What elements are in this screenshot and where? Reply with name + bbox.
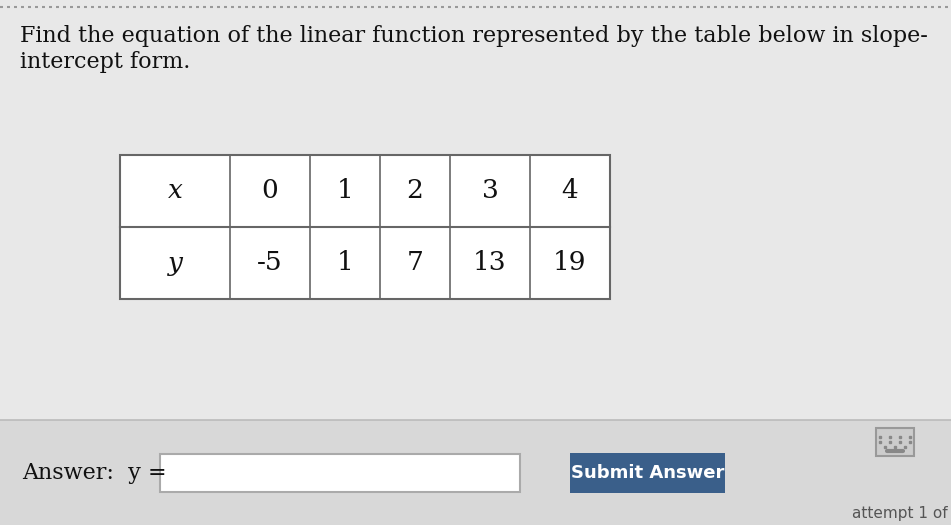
Bar bbox=[570, 453, 725, 492]
Bar bbox=[0, 420, 951, 525]
Text: 13: 13 bbox=[474, 250, 507, 276]
Text: 4: 4 bbox=[562, 178, 578, 204]
Text: Answer:  y =: Answer: y = bbox=[22, 461, 166, 484]
Text: 7: 7 bbox=[407, 250, 423, 276]
Text: intercept form.: intercept form. bbox=[20, 51, 190, 73]
Text: Submit Answer: Submit Answer bbox=[571, 464, 725, 481]
Text: 1: 1 bbox=[337, 178, 354, 204]
Text: 19: 19 bbox=[553, 250, 587, 276]
Text: attempt 1 of: attempt 1 of bbox=[852, 506, 948, 521]
Text: -5: -5 bbox=[257, 250, 282, 276]
Text: 0: 0 bbox=[262, 178, 279, 204]
Text: y: y bbox=[167, 250, 183, 276]
Bar bbox=[120, 155, 610, 299]
Bar bbox=[160, 454, 520, 491]
Text: 1: 1 bbox=[337, 250, 354, 276]
Text: 2: 2 bbox=[407, 178, 423, 204]
Bar bbox=[876, 428, 914, 456]
Text: 3: 3 bbox=[481, 178, 498, 204]
Text: Find the equation of the linear function represented by the table below in slope: Find the equation of the linear function… bbox=[20, 25, 928, 47]
Text: x: x bbox=[167, 178, 183, 204]
